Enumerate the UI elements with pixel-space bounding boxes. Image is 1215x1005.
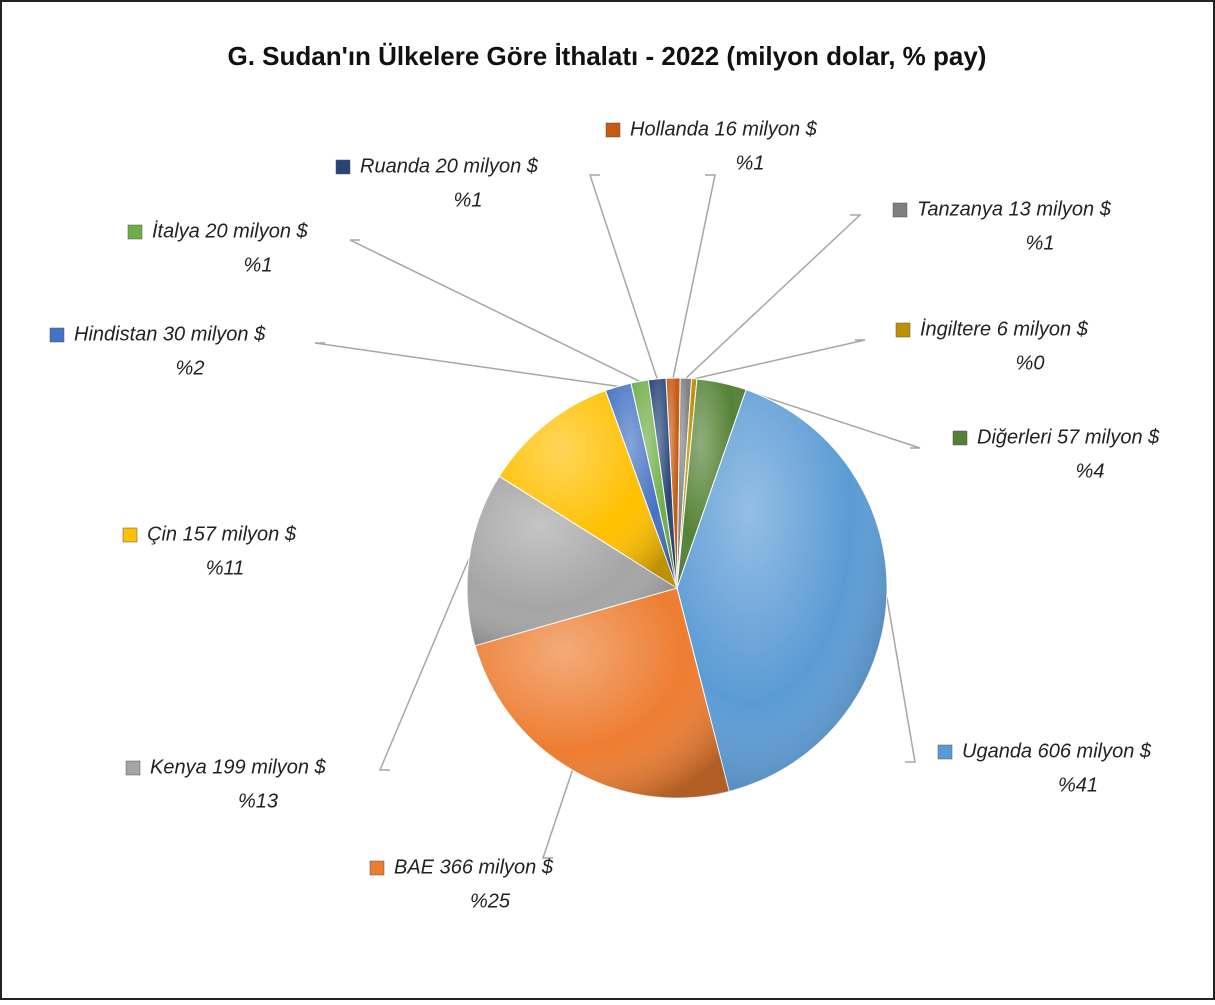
leader-line <box>672 174 716 379</box>
share-label: %4 <box>1076 460 1105 482</box>
data-label: Kenya 199 milyon $ <box>150 756 327 778</box>
leader-line <box>349 239 640 383</box>
slice-shade <box>666 378 681 588</box>
leader-line <box>588 174 658 380</box>
leader-line <box>694 339 866 380</box>
legend-swatch <box>335 159 351 175</box>
data-label: Hollanda 16 milyon $ <box>630 118 818 140</box>
data-label: Tanzanya 13 milyon $ <box>917 198 1112 220</box>
slice-shade <box>475 588 730 798</box>
slice-shade <box>648 378 677 588</box>
legend-swatch <box>125 760 141 776</box>
leader-line <box>541 769 574 859</box>
slice-shade <box>467 476 677 646</box>
leader-line <box>314 342 619 388</box>
leader-line <box>378 558 470 771</box>
legend-swatch <box>605 122 621 138</box>
slice-shade <box>677 378 747 588</box>
chart-title: G. Sudan'ın Ülkelere Göre İthalatı - 202… <box>228 41 987 71</box>
share-label: %1 <box>1026 232 1055 254</box>
share-label: %41 <box>1058 774 1098 796</box>
slice-shade <box>677 389 888 792</box>
slice-shade <box>605 383 677 588</box>
legend-swatch <box>369 860 385 876</box>
data-label: Çin 157 milyon $ <box>147 523 297 545</box>
data-label: İtalya 20 milyon $ <box>152 220 309 242</box>
legend-swatch <box>952 430 968 446</box>
share-label: %25 <box>470 890 511 912</box>
data-label: Uganda 606 milyon $ <box>962 740 1152 762</box>
legend-swatch <box>937 744 953 760</box>
share-label: %11 <box>206 557 245 579</box>
legend-swatch <box>49 327 65 343</box>
leader-line <box>886 596 916 763</box>
leader-line <box>721 382 921 449</box>
slice-shade <box>499 390 677 588</box>
legend-swatch <box>122 527 138 543</box>
share-label: %2 <box>176 357 205 379</box>
data-label: BAE 366 milyon $ <box>394 856 554 878</box>
leader-line <box>685 214 862 379</box>
share-label: %1 <box>454 189 483 211</box>
share-label: %1 <box>244 254 273 276</box>
data-label: Ruanda 20 milyon $ <box>360 155 539 177</box>
slice-shade <box>630 379 677 588</box>
share-label: %0 <box>1016 352 1045 374</box>
data-label: Diğerleri 57 milyon $ <box>977 426 1160 448</box>
legend-swatch <box>127 224 143 240</box>
data-label: Hindistan 30 milyon $ <box>74 323 266 345</box>
legend-swatch <box>895 322 911 338</box>
legend-swatch <box>892 202 908 218</box>
data-label: İngiltere 6 milyon $ <box>920 318 1089 340</box>
share-label: %1 <box>736 152 765 174</box>
share-label: %13 <box>238 790 278 812</box>
